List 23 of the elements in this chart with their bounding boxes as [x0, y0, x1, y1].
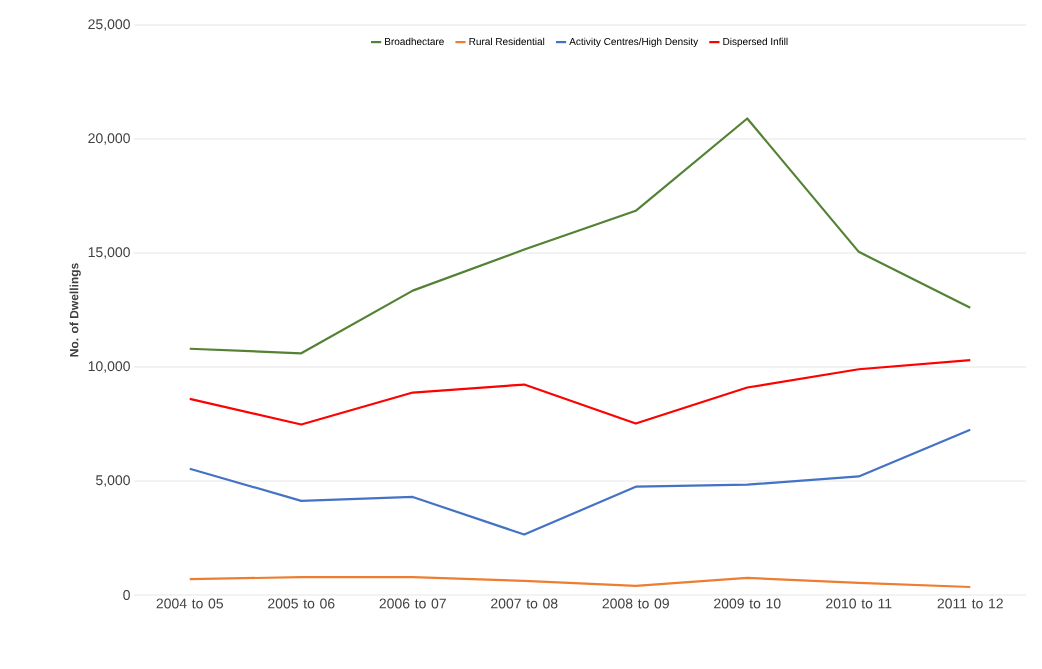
legend-label: Rural Residential: [469, 37, 545, 46]
x-tick-label: 2007 to 08: [491, 598, 558, 609]
y-tick-label: 25,000: [88, 19, 130, 31]
y-tick-label: 10,000: [88, 361, 130, 373]
line-series: [188, 359, 972, 426]
x-tick-label: 2008 to 09: [602, 598, 669, 609]
y-axis-title: No. of Dwellings: [69, 263, 81, 357]
legend-label: Activity Centres/High Density: [569, 37, 699, 48]
line-series: [188, 117, 972, 355]
x-tick-label: 2010 to 11: [826, 598, 892, 609]
y-tick-label: 15,000: [88, 247, 130, 259]
y-tick-label: 5,000: [96, 475, 130, 487]
legend-label: Dispersed Infill: [723, 37, 788, 48]
x-tick-label: 2004 to 05: [156, 598, 224, 609]
x-tick-label: 2006 to 07: [379, 598, 446, 609]
legend-label: Broadhectare: [385, 37, 444, 46]
x-tick-label: 2005 to 06: [268, 598, 335, 609]
y-tick-label: 0: [123, 590, 130, 600]
line-series: [188, 576, 972, 589]
y-tick-label: 20,000: [88, 133, 130, 145]
x-tick-label: 2011 to 12: [937, 598, 1003, 609]
line-series: [188, 428, 972, 536]
x-tick-label: 2009 to 10: [714, 598, 781, 609]
